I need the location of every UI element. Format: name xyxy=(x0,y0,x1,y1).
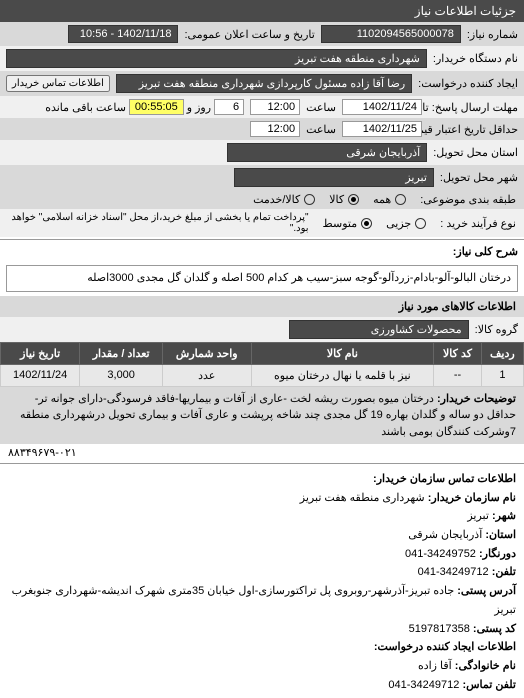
cell-date: 1402/11/24 xyxy=(1,364,80,386)
row-purchase-type: نوع فرآیند خرید : جزیی متوسط "پرداخت تما… xyxy=(0,209,524,237)
radio-medium-label: متوسط xyxy=(323,217,358,230)
row-deadline-send: مهلت ارسال پاسخ: تا تاریخ: ساعت روز و 00… xyxy=(0,96,524,118)
radio-goods-services[interactable]: کالا/خدمت xyxy=(253,193,315,206)
hours-remaining: 00:55:05 xyxy=(129,99,184,115)
page-header: جزئیات اطلاعات نیاز xyxy=(0,0,524,22)
payment-note: "پرداخت تمام یا بخشی از مبلغ خرید،از محل… xyxy=(8,212,309,234)
fax-value: 34249752-041 xyxy=(405,548,476,560)
radio-all-label: همه xyxy=(373,193,391,206)
th-code: کد کالا xyxy=(434,342,482,364)
req-no-label: شماره نیاز: xyxy=(467,28,518,41)
city-value: تبریز xyxy=(234,168,434,187)
province-label: استان محل تحویل: xyxy=(433,146,518,159)
fax-label: دورنگار: xyxy=(479,548,516,560)
address-value: جاده تبریز-آذرشهر-روبروی پل تراکتورسازی-… xyxy=(12,585,516,616)
validity-date-input[interactable] xyxy=(342,121,422,137)
buyer-label: نام دستگاه خریدار: xyxy=(433,52,518,65)
creator-value: رضا آقا زاده مسئول کارپردازی شهرداری منط… xyxy=(116,74,412,93)
notes-label: توضیحات خریدار: xyxy=(437,393,516,405)
th-name: نام کالا xyxy=(251,342,434,364)
th-unit: واحد شمارش xyxy=(162,342,251,364)
validity-time-input[interactable] xyxy=(250,121,300,137)
postal-label: کد پستی: xyxy=(473,623,516,635)
postal-value: 5197817358 xyxy=(409,623,470,635)
desc-label: شرح کلی نیاز: xyxy=(453,245,518,258)
time-remaining: روز و 00:55:05 ساعت باقی مانده xyxy=(45,99,244,115)
remaining-label: ساعت باقی مانده xyxy=(45,101,126,114)
c-city-value: تبریز xyxy=(467,510,489,522)
city-label: شهر محل تحویل: xyxy=(440,171,518,184)
radio-partial-label: جزیی xyxy=(386,217,411,230)
phone-value: 34249712-041 xyxy=(418,566,489,578)
org-label: نام سازمان خریدار: xyxy=(428,492,516,504)
hotline: ۸۸۳۴۹۶۷۹-۰۲۱ xyxy=(0,444,524,461)
deadline-time-input[interactable] xyxy=(250,99,300,115)
creator-label: ایجاد کننده درخواست: xyxy=(418,77,518,90)
announce-label: تاریخ و ساعت اعلان عمومی: xyxy=(184,28,314,41)
row-subject-group: طبقه بندی موضوعی: همه کالا کالا/خدمت xyxy=(0,190,524,209)
radio-goods-label: کالا xyxy=(329,193,344,206)
contact-section-label: اطلاعات تماس سازمان خریدار: xyxy=(373,473,516,485)
cell-name: نیز با قلمه یا نهال درختان میوه xyxy=(251,364,434,386)
row-description: شرح کلی نیاز: xyxy=(0,242,524,261)
row-validity: حداقل تاریخ اعتبار قیمت: تا تاریخ: ساعت xyxy=(0,118,524,140)
creator-info-label: اطلاعات ایجاد کننده درخواست: xyxy=(374,641,516,653)
radio-gs-label: کالا/خدمت xyxy=(253,193,300,206)
cell-qty: 3,000 xyxy=(80,364,163,386)
description-box: درختان البالو-آلو-بادام-زردآلو-گوجه سبز-… xyxy=(6,265,518,292)
table-row: 1 -- نیز با قلمه یا نهال درختان میوه عدد… xyxy=(1,364,524,386)
radio-medium[interactable]: متوسط xyxy=(323,217,373,230)
c-province-label: استان: xyxy=(485,529,516,541)
tel-value: 34249712-041 xyxy=(388,679,459,691)
contact-info-block: اطلاعات تماس سازمان خریدار: نام سازمان خ… xyxy=(0,466,524,698)
row-item-group: گروه کالا: محصولات کشاورزی xyxy=(0,317,524,342)
validity-label: حداقل تاریخ اعتبار قیمت: تا تاریخ: xyxy=(428,123,518,136)
cell-row: 1 xyxy=(481,364,523,386)
radio-all[interactable]: همه xyxy=(373,193,406,206)
org-value: شهرداری منطقه هفت تبریز xyxy=(300,492,425,504)
days-remaining xyxy=(214,99,244,115)
c-city-label: شهر: xyxy=(492,510,516,522)
contact-buyer-button[interactable]: اطلاعات تماس خریدار xyxy=(6,75,110,92)
subject-group-label: طبقه بندی موضوعی: xyxy=(420,193,516,206)
row-buyer: نام دستگاه خریدار: شهرداری منطقه هفت تبر… xyxy=(0,46,524,71)
cell-code: -- xyxy=(434,364,482,386)
row-request-number: شماره نیاز: 1102094565000078 تاریخ و ساع… xyxy=(0,22,524,46)
req-no-value: 1102094565000078 xyxy=(321,25,461,43)
th-row: ردیف xyxy=(481,342,523,364)
province-value: آذربایجان شرقی xyxy=(227,143,427,162)
row-city: شهر محل تحویل: تبریز xyxy=(0,165,524,190)
family-label: نام خانوادگی: xyxy=(455,660,516,672)
family-value: آقا زاده xyxy=(418,660,452,672)
tel-label: تلفن تماس: xyxy=(462,679,516,691)
radio-goods[interactable]: کالا xyxy=(329,193,359,206)
items-section-title: اطلاعات کالاهای مورد نیاز xyxy=(0,296,524,317)
time-label-2: ساعت xyxy=(306,123,336,136)
announce-date: 1402/11/18 - 10:56 xyxy=(68,25,178,43)
items-table: ردیف کد کالا نام کالا واحد شمارش تعداد /… xyxy=(0,342,524,387)
address-label: آدرس پستی: xyxy=(457,585,516,597)
radio-partial[interactable]: جزیی xyxy=(386,217,426,230)
time-label-1: ساعت xyxy=(306,101,336,114)
table-header-row: ردیف کد کالا نام کالا واحد شمارش تعداد /… xyxy=(1,342,524,364)
item-group-label: گروه کالا: xyxy=(475,323,518,336)
c-province-value: آذربایجان شرقی xyxy=(408,529,482,541)
deadline-date-input[interactable] xyxy=(342,99,422,115)
row-province: استان محل تحویل: آذربایجان شرقی xyxy=(0,140,524,165)
purchase-type-label: نوع فرآیند خرید : xyxy=(440,217,516,230)
deadline-send-label: مهلت ارسال پاسخ: تا تاریخ: xyxy=(428,101,518,114)
days-label: روز و xyxy=(187,101,211,114)
th-qty: تعداد / مقدار xyxy=(80,342,163,364)
buyer-notes-row: توضیحات خریدار: درختان میوه بصورت ریشه ل… xyxy=(0,387,524,445)
th-date: تاریخ نیاز xyxy=(1,342,80,364)
cell-unit: عدد xyxy=(162,364,251,386)
item-group-value: محصولات کشاورزی xyxy=(289,320,469,339)
buyer-value: شهرداری منطقه هفت تبریز xyxy=(6,49,427,68)
row-creator: ایجاد کننده درخواست: رضا آقا زاده مسئول … xyxy=(0,71,524,96)
phone-label: تلفن: xyxy=(492,566,516,578)
